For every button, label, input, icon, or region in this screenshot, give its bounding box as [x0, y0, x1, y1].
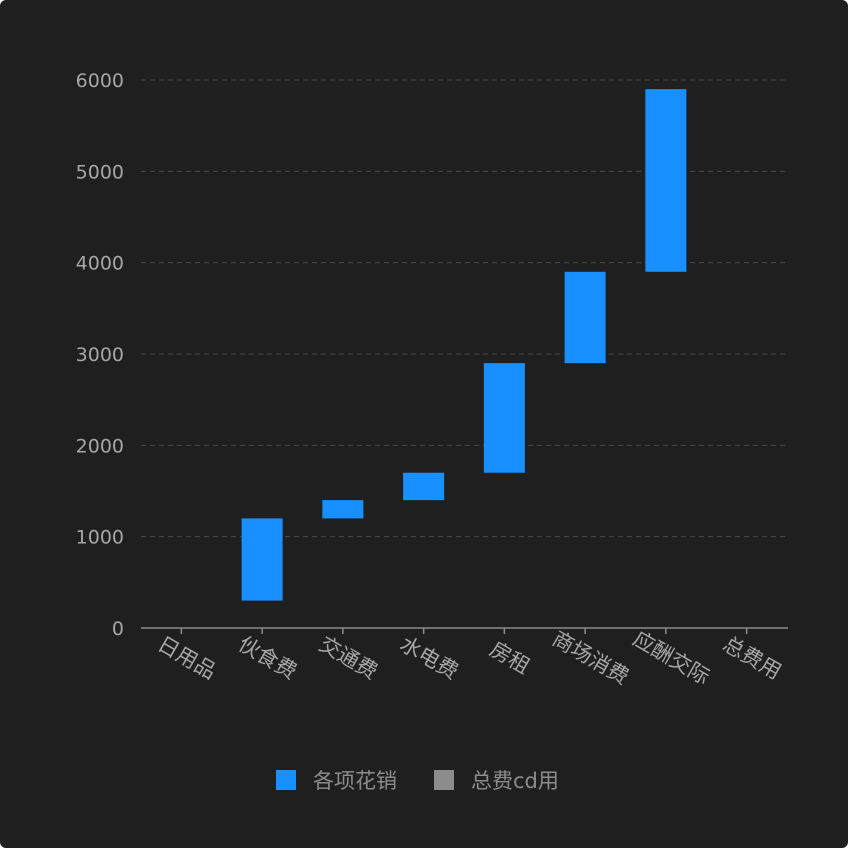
- y-tick-label: 1000: [76, 527, 124, 549]
- x-tick-label: 总费用: [719, 632, 786, 684]
- y-axis: 0 1000 2000 3000 4000 5000 6000: [76, 70, 124, 640]
- x-tick-label: 交通费: [315, 632, 382, 684]
- x-tick-label: 日用品: [154, 632, 221, 684]
- x-tick-label: 伙食费: [234, 632, 301, 684]
- bar-7[interactable]: [645, 89, 687, 272]
- bars: [241, 89, 687, 601]
- grid-lines: [141, 79, 787, 538]
- bar-4[interactable]: [403, 472, 445, 501]
- y-tick-label: 2000: [76, 435, 124, 457]
- legend-label[interactable]: 各项花销: [313, 769, 397, 793]
- bar-5[interactable]: [483, 363, 525, 473]
- x-tick-label: 水电费: [396, 632, 463, 684]
- legend[interactable]: 各项花销 总费cd用: [276, 769, 559, 793]
- y-tick-label: 0: [112, 618, 124, 640]
- y-tick-label: 5000: [76, 161, 124, 183]
- bar-6[interactable]: [564, 271, 606, 364]
- y-tick-label: 6000: [76, 70, 124, 92]
- y-tick-label: 4000: [76, 253, 124, 275]
- x-tick-label: 商场消费: [548, 627, 633, 690]
- x-tick-label: 应酬交际: [629, 627, 714, 690]
- legend-swatch[interactable]: [276, 770, 296, 790]
- y-tick-label: 3000: [76, 344, 124, 366]
- x-tick-label: 房租: [486, 637, 534, 679]
- bar-2[interactable]: [241, 518, 283, 601]
- legend-swatch[interactable]: [434, 770, 454, 790]
- legend-label[interactable]: 总费cd用: [471, 769, 559, 793]
- bar-3[interactable]: [322, 500, 364, 519]
